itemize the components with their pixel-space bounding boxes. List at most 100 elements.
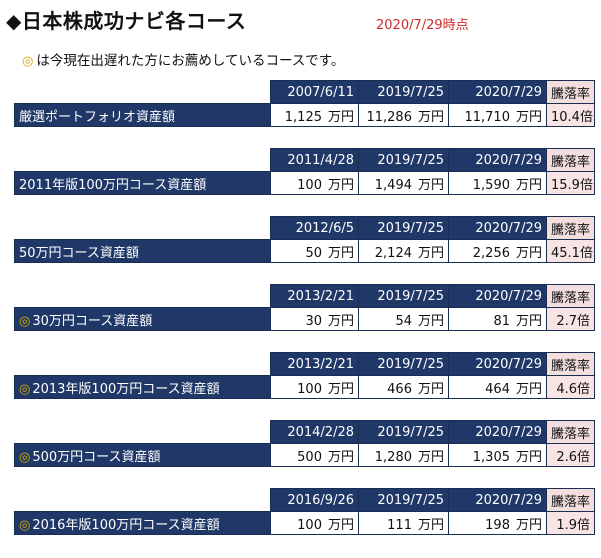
course-table: 2007/6/11 2019/7/25 2020/7/29 騰落率厳選ポートフォリオ資…: [14, 80, 595, 127]
header-spacer: [14, 488, 271, 512]
course-table: 2012/6/5 2019/7/25 2020/7/29 騰落率 50万円コース資産額 5…: [14, 216, 595, 263]
asset-amount: 1,590: [472, 177, 510, 193]
asset-value: 500 万円: [270, 443, 359, 467]
asset-amount: 54: [395, 313, 412, 329]
course-name: ◎ 2013年版100万円コース資産額: [14, 375, 271, 399]
asset-amount: 50: [305, 245, 322, 261]
unit-label: 万円: [417, 517, 444, 533]
unit-label: 万円: [417, 177, 444, 193]
unit-label: 万円: [327, 313, 354, 329]
date-header: 2012/6/5: [270, 216, 359, 240]
course-name-text: 50万円コース資産額: [19, 245, 139, 261]
asset-amount: 11,710: [464, 109, 510, 125]
unit-label: 万円: [417, 449, 444, 465]
course-table: 2016/9/26 2019/7/25 2020/7/29 騰落率 ◎ 2016年版100…: [14, 488, 595, 535]
header-spacer: [14, 148, 271, 172]
recommend-mark-icon: ◎: [22, 54, 34, 69]
date-header: 2019/7/25: [358, 352, 449, 376]
course-name-text: 2013年版100万円コース資産額: [32, 381, 220, 397]
course-table: 2011/4/28 2019/7/25 2020/7/29 騰落率 2011年版100万…: [14, 148, 595, 195]
unit-label: 万円: [515, 245, 542, 261]
asset-value: 54 万円: [358, 307, 449, 331]
asset-value: 81 万円: [448, 307, 547, 331]
unit-label: 万円: [417, 245, 444, 261]
date-header: 2019/7/25: [358, 216, 449, 240]
unit-label: 万円: [515, 517, 542, 533]
recommend-mark-icon: ◎: [19, 313, 31, 329]
asset-value: 1,125 万円: [270, 103, 359, 127]
date-header: 2011/4/28: [270, 148, 359, 172]
growth-rate: 10.4倍: [546, 103, 595, 127]
as-of-date: 2020/7/29時点: [376, 18, 469, 33]
date-header: 2019/7/25: [358, 148, 449, 172]
recommend-mark-icon: ◎: [19, 449, 31, 465]
unit-label: 万円: [327, 245, 354, 261]
asset-amount: 111: [387, 517, 412, 533]
asset-amount: 100: [297, 177, 322, 193]
asset-amount: 81: [493, 313, 510, 329]
date-header: 2020/7/29: [448, 148, 547, 172]
date-header: 2020/7/29: [448, 216, 547, 240]
asset-value: 30 万円: [270, 307, 359, 331]
course-table: 2013/2/21 2019/7/25 2020/7/29 騰落率 ◎ 30万円コース資産…: [14, 284, 595, 331]
recommend-mark-icon: ◎: [19, 517, 31, 533]
asset-value: 466 万円: [358, 375, 449, 399]
course-name: 50万円コース資産額: [14, 239, 271, 263]
rate-header: 騰落率: [546, 488, 595, 512]
rate-header: 騰落率: [546, 80, 595, 104]
date-header: 2007/6/11: [270, 80, 359, 104]
course-name: ◎ 2016年版100万円コース資産額: [14, 511, 271, 535]
recommendation-note: ◎ は今現在出遅れた方にお薦めしているコースです。: [22, 52, 344, 71]
date-header: 2019/7/25: [358, 80, 449, 104]
unit-label: 万円: [327, 109, 354, 125]
growth-rate: 1.9倍: [546, 511, 595, 535]
course-name-text: 2016年版100万円コース資産額: [32, 517, 220, 533]
date-header: 2020/7/29: [448, 352, 547, 376]
unit-label: 万円: [417, 109, 444, 125]
course-name: 厳選ポートフォリオ資産額: [14, 103, 271, 127]
unit-label: 万円: [327, 449, 354, 465]
asset-amount: 1,125: [284, 109, 322, 125]
asset-amount: 2,124: [374, 245, 412, 261]
asset-amount: 11,286: [366, 109, 412, 125]
asset-amount: 1,494: [374, 177, 412, 193]
asset-amount: 500: [297, 449, 322, 465]
recommend-mark-icon: ◎: [19, 381, 31, 397]
course-name-text: 厳選ポートフォリオ資産額: [19, 109, 176, 125]
asset-amount: 100: [297, 381, 322, 397]
asset-value: 111 万円: [358, 511, 449, 535]
date-header: 2020/7/29: [448, 488, 547, 512]
unit-label: 万円: [417, 381, 444, 397]
asset-amount: 100: [297, 517, 322, 533]
course-name: ◎ 500万円コース資産額: [14, 443, 271, 467]
asset-value: 100 万円: [270, 511, 359, 535]
date-header: 2019/7/25: [358, 488, 449, 512]
rate-header: 騰落率: [546, 284, 595, 308]
asset-value: 1,590 万円: [448, 171, 547, 195]
unit-label: 万円: [417, 313, 444, 329]
growth-rate: 2.6倍: [546, 443, 595, 467]
course-table: 2013/2/21 2019/7/25 2020/7/29 騰落率 ◎ 2013年版100…: [14, 352, 595, 399]
asset-value: 11,710 万円: [448, 103, 547, 127]
asset-amount: 1,280: [374, 449, 412, 465]
header-spacer: [14, 284, 271, 308]
unit-label: 万円: [515, 449, 542, 465]
asset-amount: 30: [305, 313, 322, 329]
course-table: 2014/2/28 2019/7/25 2020/7/29 騰落率 ◎ 500万円コース資…: [14, 420, 595, 467]
date-header: 2020/7/29: [448, 80, 547, 104]
date-header: 2019/7/25: [358, 284, 449, 308]
unit-label: 万円: [327, 381, 354, 397]
asset-value: 464 万円: [448, 375, 547, 399]
growth-rate: 2.7倍: [546, 307, 595, 331]
asset-amount: 2,256: [472, 245, 510, 261]
recommendation-note-text: は今現在出遅れた方にお薦めしているコースです。: [36, 53, 345, 69]
course-name: 2011年版100万円コース資産額: [14, 171, 271, 195]
unit-label: 万円: [515, 313, 542, 329]
page-title: ◆日本株成功ナビ各コース: [6, 9, 247, 33]
course-name-text: 500万円コース資産額: [32, 449, 161, 465]
rate-header: 騰落率: [546, 148, 595, 172]
unit-label: 万円: [515, 177, 542, 193]
date-header: 2014/2/28: [270, 420, 359, 444]
header-spacer: [14, 352, 271, 376]
growth-rate: 15.9倍: [546, 171, 595, 195]
